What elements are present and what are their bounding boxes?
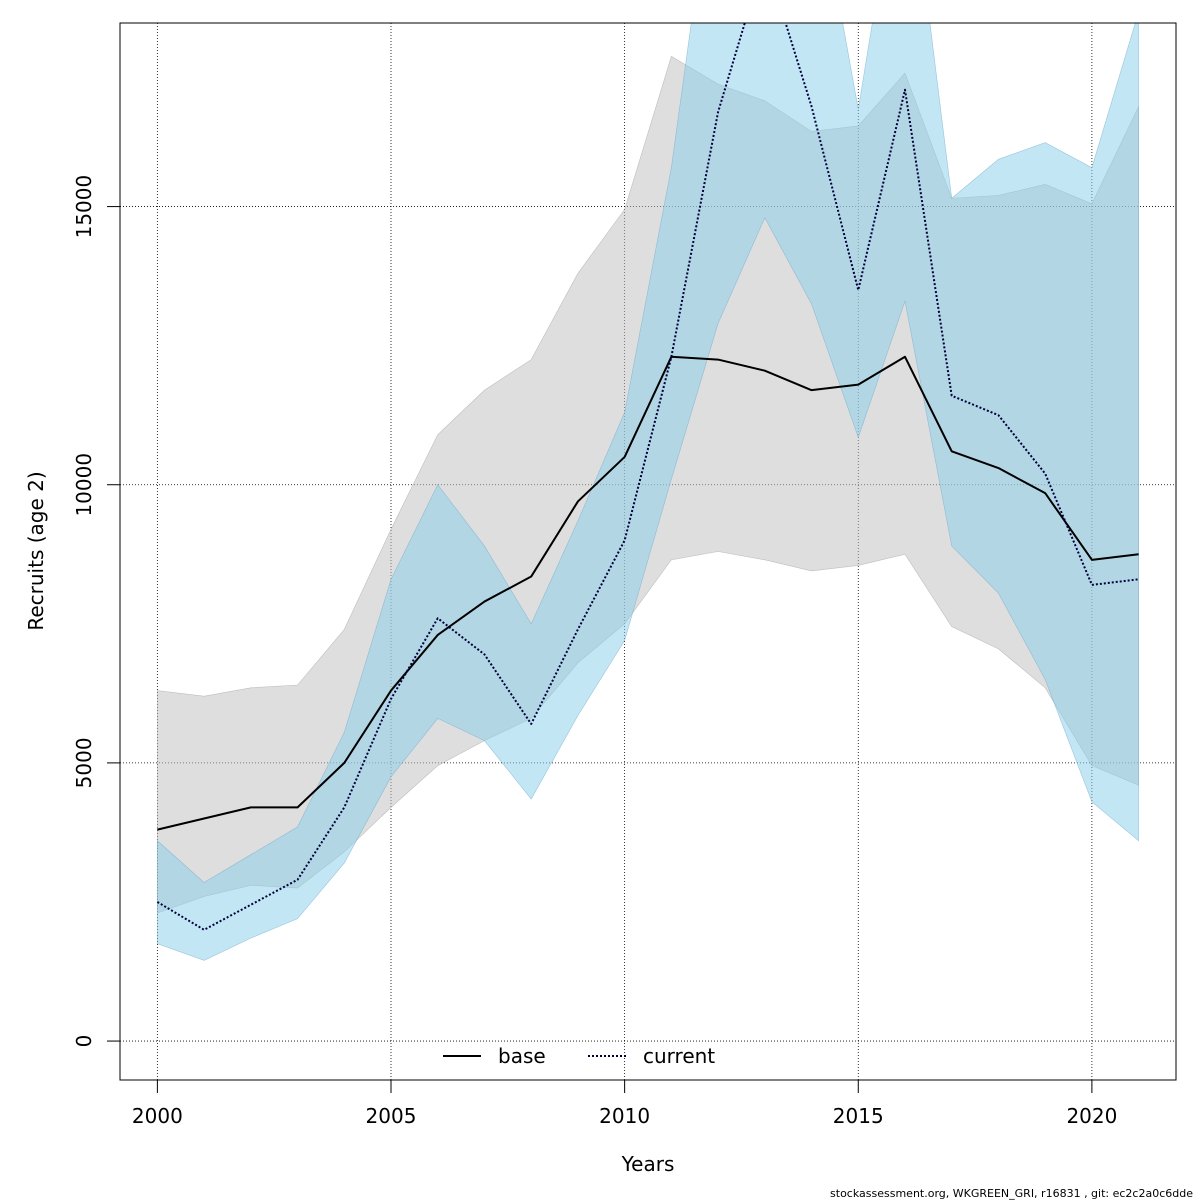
- confidence-bands: [157, 23, 1139, 961]
- legend-label-base: base: [498, 1044, 546, 1068]
- legend: base current: [443, 1044, 715, 1068]
- y-tick-label: 10000: [72, 453, 96, 517]
- series-line-base: [157, 355, 1139, 831]
- legend-label-current: current: [643, 1044, 715, 1068]
- x-tick-label: 2005: [366, 1104, 417, 1128]
- series-lines: [156, 23, 1139, 931]
- x-tick-label: 2015: [833, 1104, 884, 1128]
- confidence-band-current: [157, 23, 1139, 961]
- y-axis: 0 5000 10000 15000: [72, 175, 121, 1048]
- x-tick-label: 2000: [132, 1104, 183, 1128]
- x-tick-label: 2010: [599, 1104, 650, 1128]
- y-axis-title: Recruits (age 2): [24, 471, 48, 630]
- x-axis-title: Years: [621, 1152, 675, 1176]
- footer-note: stockassessment.org, WKGREEN_GRI, r16831…: [830, 1187, 1193, 1200]
- y-tick-label: 0: [72, 1035, 96, 1048]
- y-tick-label: 15000: [72, 175, 96, 239]
- x-tick-label: 2020: [1066, 1104, 1117, 1128]
- y-tick-label: 5000: [72, 737, 96, 788]
- series-line-current: [156, 23, 1139, 931]
- x-axis: 2000 2005 2010 2015 2020: [132, 1079, 1117, 1128]
